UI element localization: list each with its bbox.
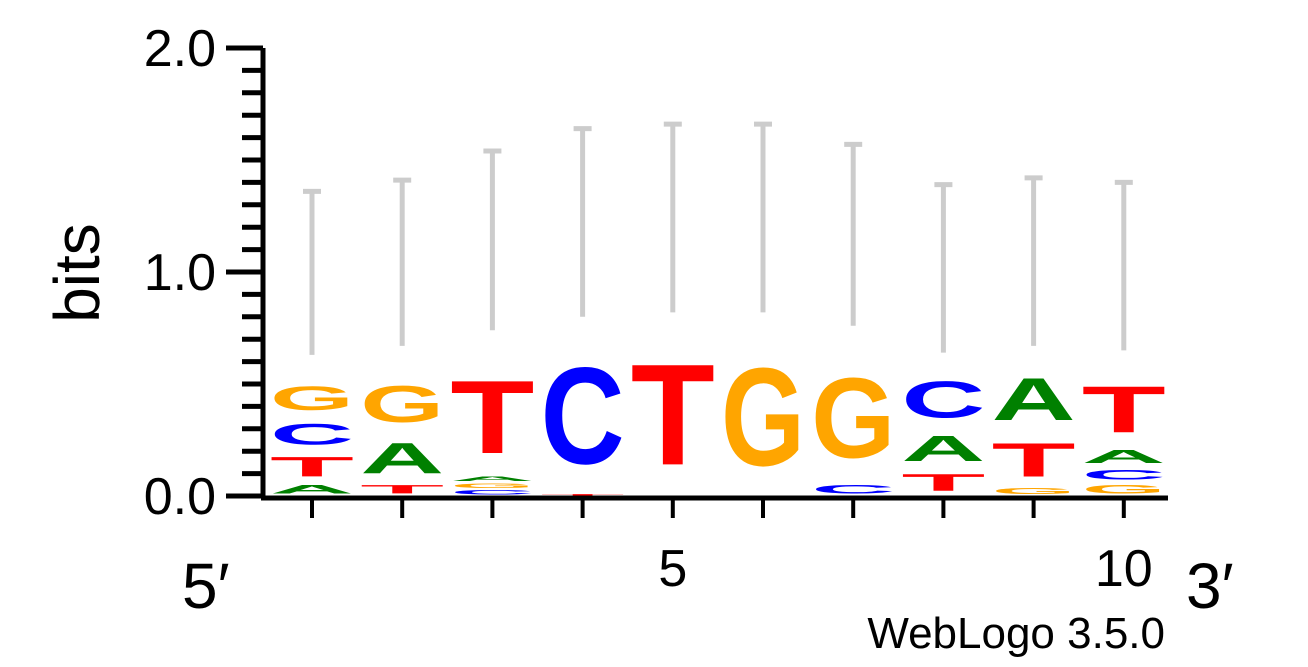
- y-tick-label: 2.0: [144, 20, 216, 78]
- letter-C-pos-1: C: [270, 417, 354, 451]
- letter-G-pos-9: G: [992, 487, 1076, 496]
- letter-T-pos-9: T: [992, 433, 1076, 487]
- letter-A-pos-2: A: [360, 433, 444, 483]
- letter-C-pos-3: C: [450, 489, 534, 496]
- y-tick-label: 1.0: [144, 244, 216, 302]
- letter-G-pos-3: G: [450, 483, 534, 490]
- letter-C-pos-8: C: [901, 371, 985, 429]
- x-axis-ticks: 5 10: [310, 498, 1153, 598]
- letter-A-pos-3: A: [450, 476, 534, 483]
- letter-T-pos-3: T: [450, 359, 534, 475]
- letter-A-pos-1: A: [270, 482, 354, 495]
- stack-position-2: TAG: [360, 375, 444, 496]
- letter-C-pos-10: C: [1082, 467, 1166, 483]
- stack-position-9: GTA: [992, 366, 1076, 496]
- weblogo-version-footer: WebLogo 3.5.0: [867, 609, 1165, 658]
- letter-A-pos-9: A: [992, 366, 1076, 433]
- y-tick-label: 0.0: [144, 468, 216, 526]
- letter-G-pos-6: G: [721, 340, 805, 496]
- letter-T-pos-8: T: [901, 469, 985, 496]
- y-axis-label: bits: [41, 223, 113, 323]
- letter-T-pos-5: T: [631, 334, 715, 495]
- letter-T-pos-10: T: [1082, 372, 1166, 446]
- x-tick-label: 10: [1095, 540, 1153, 598]
- letter-C-pos-7: C: [811, 482, 895, 495]
- letter-T-pos-4: T: [541, 494, 625, 496]
- error-bars: [303, 121, 1133, 355]
- letter-G-pos-7: G: [811, 354, 895, 482]
- three-prime-label: 3′: [1186, 550, 1234, 622]
- letter-T-pos-2: T: [360, 483, 444, 496]
- letter-A-pos-10: A: [1082, 447, 1166, 467]
- letter-G-pos-2: G: [360, 375, 444, 433]
- letter-A-pos-8: A: [901, 429, 985, 469]
- y-axis-ticks: 0.0 1.0 2.0: [144, 20, 263, 526]
- letter-T-pos-1: T: [270, 451, 354, 482]
- stack-position-7: CG: [811, 354, 895, 496]
- five-prime-label: 5′: [182, 550, 230, 622]
- letter-G-pos-1: G: [270, 380, 354, 418]
- stack-position-8: TAC: [901, 371, 985, 496]
- stack-position-5: T: [631, 334, 715, 495]
- letter-G-pos-10: G: [1082, 483, 1166, 496]
- x-tick-label: 5: [658, 540, 687, 598]
- letter-C-pos-4: C: [541, 339, 625, 494]
- stack-position-4: TC: [541, 339, 625, 496]
- stack-position-6: G: [721, 340, 805, 496]
